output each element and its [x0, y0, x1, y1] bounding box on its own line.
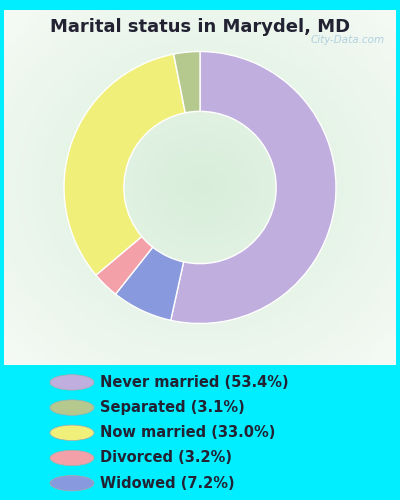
Circle shape [50, 400, 94, 415]
Text: Marital status in Marydel, MD: Marital status in Marydel, MD [50, 18, 350, 36]
Text: City-Data.com: City-Data.com [310, 35, 384, 45]
Text: Separated (3.1%): Separated (3.1%) [100, 400, 245, 415]
Circle shape [50, 450, 94, 466]
Wedge shape [116, 247, 184, 320]
Text: Widowed (7.2%): Widowed (7.2%) [100, 476, 235, 490]
Circle shape [50, 476, 94, 491]
Text: Now married (33.0%): Now married (33.0%) [100, 426, 275, 440]
Circle shape [50, 374, 94, 390]
Circle shape [50, 425, 94, 440]
Wedge shape [96, 236, 153, 294]
Wedge shape [64, 54, 185, 275]
Wedge shape [171, 52, 336, 324]
Wedge shape [174, 52, 200, 113]
Text: Divorced (3.2%): Divorced (3.2%) [100, 450, 232, 466]
Text: Never married (53.4%): Never married (53.4%) [100, 375, 289, 390]
